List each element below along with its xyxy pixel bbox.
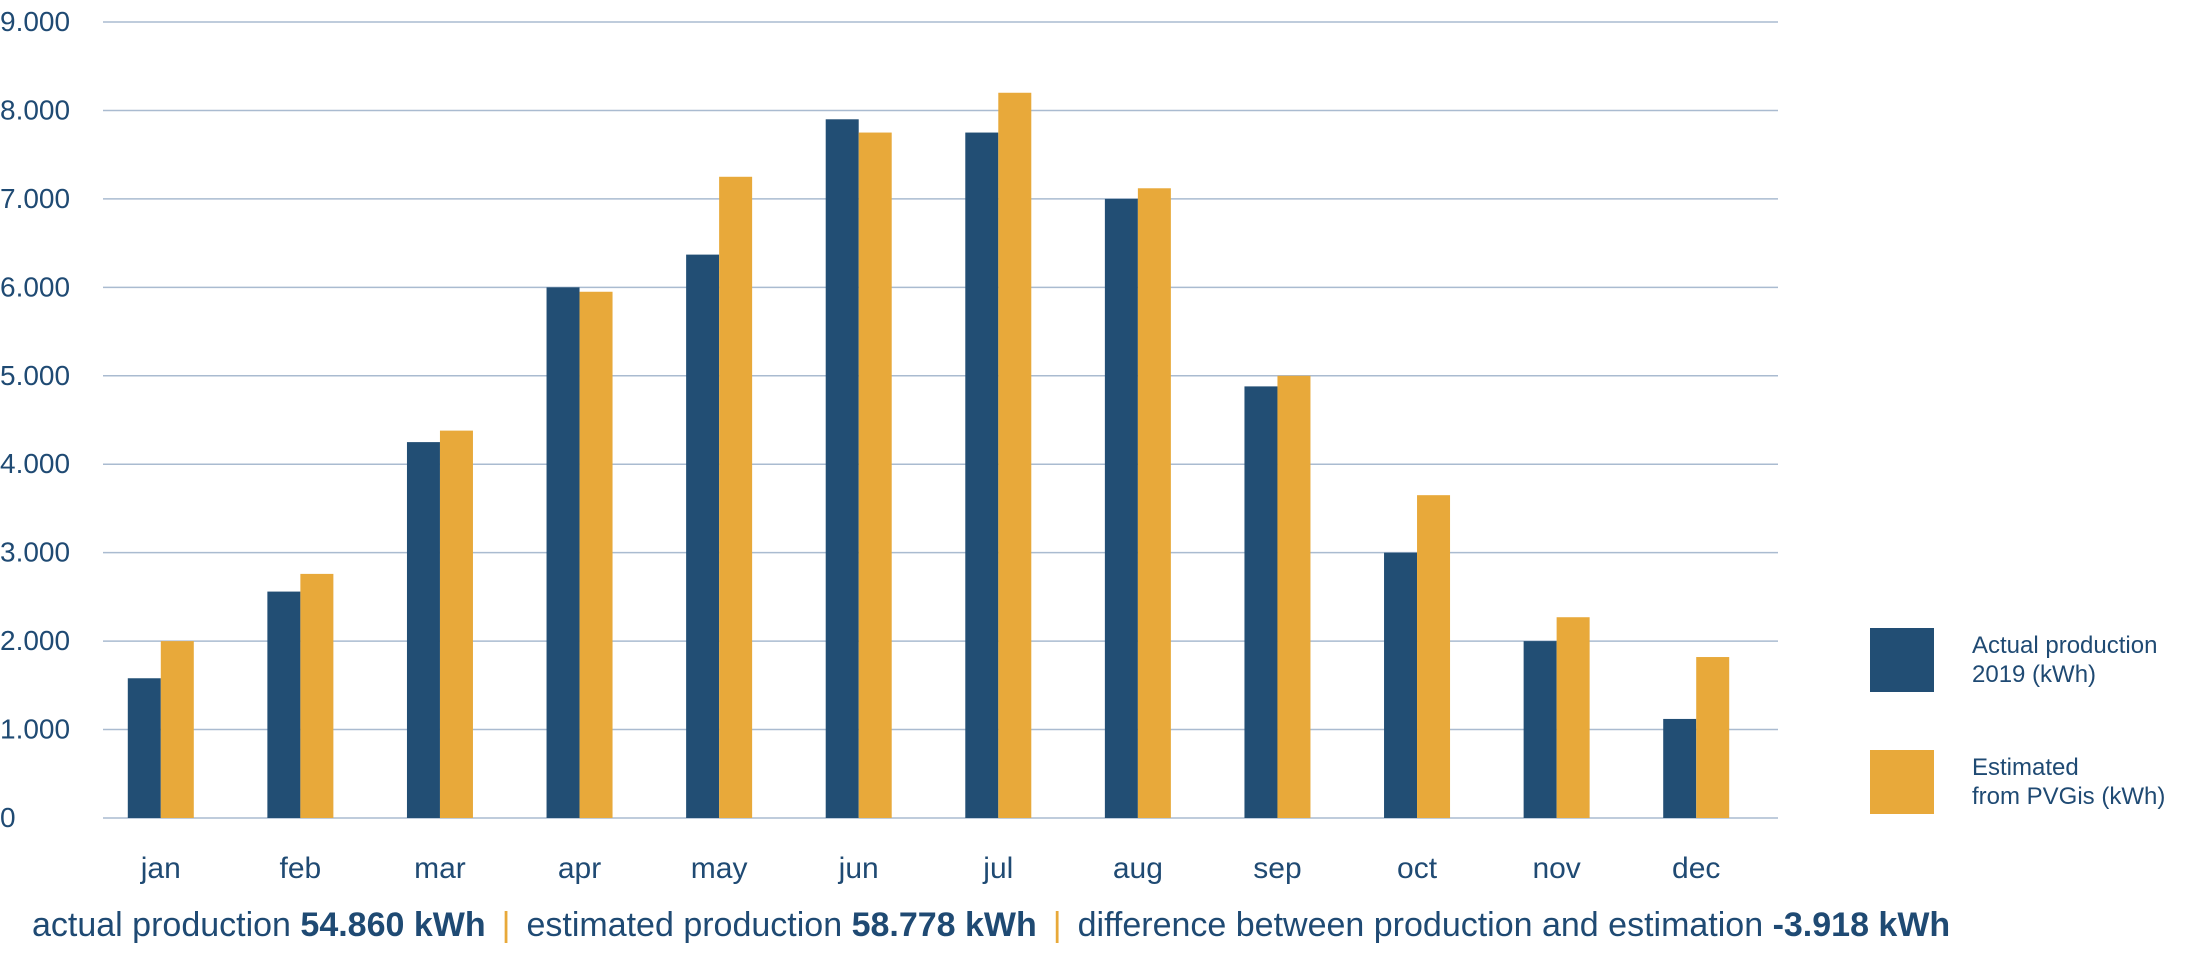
bar-estimated — [439, 430, 473, 818]
summary-estimated-value: 58.778 kWh — [851, 906, 1037, 944]
x-tick-label: nov — [1532, 852, 1580, 885]
summary-separator-1: | — [501, 906, 511, 944]
x-tick-label: jun — [838, 852, 879, 885]
legend-estimated-line1: Estimated — [1972, 754, 2079, 781]
bar-estimated — [1556, 617, 1590, 818]
legend-actual-line1: Actual production — [1972, 632, 2158, 659]
x-tick-label: apr — [558, 852, 601, 885]
bar-actual — [1244, 386, 1278, 818]
bar-estimated — [998, 92, 1032, 818]
bar-estimated — [1277, 375, 1311, 818]
y-tick-label: 1.000 — [0, 714, 70, 745]
summary-actual-label: actual production — [32, 906, 291, 944]
x-tick-label: feb — [280, 852, 322, 885]
bar-estimated — [1137, 188, 1171, 818]
summary-difference-value: -3.918 kWh — [1772, 906, 1951, 944]
legend: Actual production 2019 (kWh) Estimated f… — [1870, 628, 2200, 872]
x-tick-label: may — [691, 852, 748, 885]
bar-actual — [1663, 718, 1697, 818]
bar-actual — [127, 678, 161, 818]
legend-actual-line2: 2019 (kWh) — [1972, 661, 2097, 688]
y-tick-label: 3.000 — [0, 537, 70, 568]
y-tick-label: 8.000 — [0, 94, 70, 125]
summary-separator-2: | — [1052, 906, 1062, 944]
legend-label-estimated: Estimated from PVGis (kWh) — [1972, 753, 2165, 811]
legend-item-actual: Actual production 2019 (kWh) — [1870, 628, 2200, 692]
y-tick-label: 4.000 — [0, 448, 70, 479]
bar-chart: 0 1.000 2.000 3.000 4.000 5.000 6.000 7.000 8.00… — [0, 6, 1778, 885]
legend-swatch-actual — [1870, 628, 1934, 692]
bar-actual — [686, 254, 720, 818]
bar-actual — [1523, 641, 1557, 818]
bar-actual — [406, 442, 440, 818]
bar-actual — [1104, 198, 1138, 818]
y-tick-label: 7.000 — [0, 183, 70, 214]
summary-actual-value: 54.860 kWh — [300, 906, 486, 944]
x-tick-label: dec — [1672, 852, 1720, 885]
bar-actual — [546, 287, 580, 818]
legend-estimated-line2: from PVGis (kWh) — [1972, 783, 2166, 810]
y-tick-label: 2.000 — [0, 625, 70, 656]
x-tick-label: jul — [982, 852, 1013, 885]
bar-estimated — [1696, 657, 1730, 818]
summary-line: actual production 54.860 kWh | estimated p… — [32, 905, 1950, 945]
y-tick-label: 5.000 — [0, 360, 70, 391]
bar-actual — [965, 132, 999, 819]
summary-difference-label: difference between production and estima… — [1077, 906, 1764, 944]
x-tick-label: sep — [1253, 852, 1301, 885]
y-tick-label: 0 — [0, 802, 16, 833]
bar-estimated — [1417, 495, 1451, 818]
bar-estimated — [719, 176, 753, 818]
bar-actual — [825, 119, 859, 819]
x-tick-label: jan — [140, 852, 181, 885]
bar-actual — [267, 591, 301, 818]
legend-label-actual: Actual production 2019 (kWh) — [1972, 631, 2157, 689]
bar-actual — [1384, 552, 1418, 818]
y-tick-label: 6.000 — [0, 271, 70, 302]
summary-estimated-label: estimated production — [526, 906, 843, 944]
legend-swatch-estimated — [1870, 750, 1934, 814]
bar-estimated — [579, 291, 613, 818]
bar-estimated — [160, 641, 194, 818]
y-tick-label: 9.000 — [0, 6, 70, 37]
bar-estimated — [300, 573, 334, 818]
x-tick-label: mar — [414, 852, 466, 885]
x-tick-label: aug — [1113, 852, 1163, 885]
legend-item-estimated: Estimated from PVGis (kWh) — [1870, 750, 2200, 814]
x-tick-label: oct — [1397, 852, 1438, 885]
bar-estimated — [858, 132, 892, 819]
